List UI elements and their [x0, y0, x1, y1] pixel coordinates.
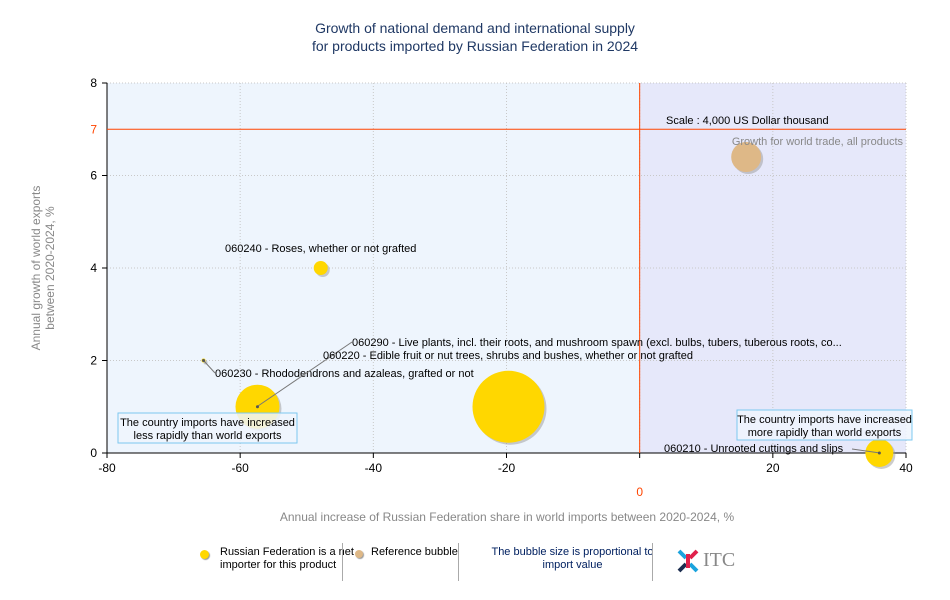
left-quadrant [107, 83, 640, 453]
x-axis-title: Annual increase of Russian Federation sh… [280, 510, 735, 524]
chart-title: Growth of national demand and internatio… [315, 20, 635, 36]
quadrant-left-note: less rapidly than world exports [134, 430, 282, 442]
y-tick-label: 8 [90, 76, 97, 90]
bubble-leader-line [257, 341, 353, 407]
legend-reference-marker [355, 550, 363, 558]
x-tick-label: -60 [231, 461, 249, 475]
x-tick-label: 20 [766, 461, 780, 475]
x-reference-label: 0 [636, 485, 643, 499]
bubble-label: 060210 - Unrooted cuttings and slips [664, 443, 844, 455]
bubble-label: Growth for world trade, all products [732, 136, 904, 148]
y-tick-label: 6 [90, 169, 97, 183]
right-quadrant [639, 83, 906, 453]
legend-net-importer: Russian Federation is a net importer for… [220, 546, 354, 571]
bubble [472, 370, 545, 443]
bubble-label: 060230 - Rhododendrons and azaleas, graf… [215, 368, 474, 380]
x-tick-label: 40 [899, 461, 913, 475]
scale-note: Scale : 4,000 US Dollar thousand [666, 115, 829, 127]
bubble-center-dot [255, 405, 259, 409]
bubble-center-dot [202, 359, 206, 362]
legend-size-note: The bubble size is proportional to impor… [491, 546, 654, 571]
y-tick-label: 2 [90, 354, 97, 368]
bubble-label: 060220 - Edible fruit or nut trees, shru… [323, 350, 693, 362]
y-tick-label: 0 [90, 446, 97, 460]
bubble-center-dot [877, 451, 881, 455]
bubble-label: 060290 - Live plants, incl. their roots,… [352, 337, 842, 349]
quadrant-left-note-box [117, 412, 298, 444]
itc-logo-icon [676, 548, 700, 574]
itc-logo-text: ITC [703, 549, 736, 571]
y-reference-label: 7 [90, 122, 97, 136]
y-axis-title: between 2020-2024, % [43, 206, 57, 330]
x-tick-label: -40 [365, 461, 383, 475]
y-axis-title: Annual growth of world exports [29, 186, 43, 351]
chart-title: for products imported by Russian Federat… [312, 38, 638, 54]
x-tick-label: -80 [98, 461, 116, 475]
legend-divider [458, 543, 459, 581]
quadrant-left-note: The country imports have increased [120, 417, 295, 429]
quadrant-right-note: The country imports have increased [737, 414, 912, 426]
legend-net-importer-marker [200, 550, 209, 559]
bubble-leader-line [203, 360, 216, 374]
y-tick-label: 4 [90, 261, 97, 275]
legend-divider [652, 543, 653, 581]
x-tick-label: -20 [498, 461, 516, 475]
bubble-label: 060240 - Roses, whether or not grafted [225, 243, 416, 255]
bubble [731, 142, 762, 172]
quadrant-right-note: more rapidly than world exports [748, 427, 902, 439]
legend-divider [342, 543, 343, 581]
bubble [313, 261, 328, 275]
legend-reference: Reference bubble [371, 546, 458, 558]
quadrant-right-note-box [736, 409, 913, 441]
bubble-leader-line [851, 448, 881, 454]
